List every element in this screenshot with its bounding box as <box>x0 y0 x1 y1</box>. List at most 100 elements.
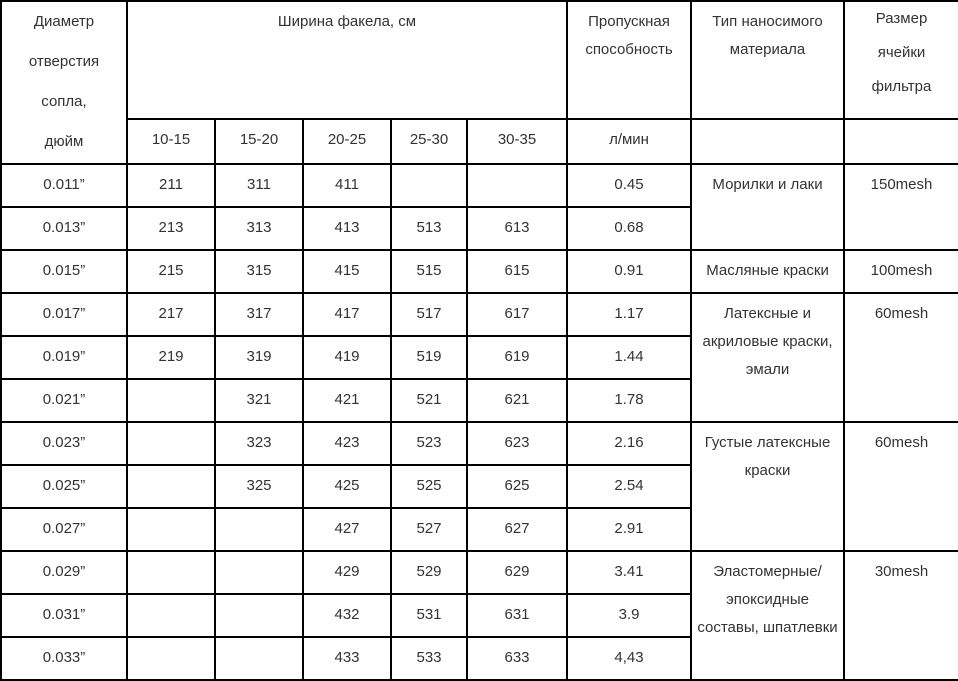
diameter-cell: 0.031” <box>0 593 128 638</box>
header-text: Размер <box>875 10 928 27</box>
table-row: 0.011” 211 311 411 0.45 Морилки и лаки 150mesh <box>0 163 958 251</box>
width-cell: 613 <box>465 206 569 251</box>
table-row: 0.023” 323 423 523 623 2.16 Густые латексные кр… <box>0 421 958 552</box>
material-cell: Эластомерные/эпоксидные составы, шпатлевк… <box>690 550 846 681</box>
material-cell: Масляные краски <box>690 249 846 294</box>
filter-cell: 150mesh <box>843 163 958 251</box>
width-cell: 517 <box>390 292 468 337</box>
header-row: Диаметр отверстия сопла, дюйм Ширина фак… <box>0 0 958 165</box>
table-row: 0.021” 321 421 521 621 1.78 <box>0 378 958 423</box>
header-text: дюйм <box>44 133 84 150</box>
throughput-cell: 2.16 <box>566 421 693 466</box>
width-cell: 321 <box>214 378 304 423</box>
width-cell: 219 <box>126 335 216 380</box>
throughput-cell: 1.44 <box>566 335 693 380</box>
empty-cell <box>843 118 958 165</box>
diameter-cell: 0.025” <box>0 464 128 509</box>
width-cell: 211 <box>126 163 216 208</box>
filter-cell: 30mesh <box>843 550 958 681</box>
table-row: 0.031” 432 531 631 3.9 <box>0 593 958 638</box>
width-cell: 411 <box>302 163 392 208</box>
material-cell: Густые латексные краски <box>690 421 846 552</box>
header-diameter: Диаметр отверстия сопла, дюйм <box>0 0 128 165</box>
empty-cell <box>690 118 846 165</box>
width-cell <box>126 550 216 595</box>
throughput-cell: 1.78 <box>566 378 693 423</box>
table-row: 0.015” 215 315 415 515 615 0.91 Масляные краски… <box>0 249 958 294</box>
width-range: 15-20 <box>214 118 304 165</box>
width-cell: 627 <box>465 507 569 552</box>
material-text: Масляные краски <box>706 262 829 279</box>
material-text: эпоксидные <box>726 591 809 608</box>
throughput-cell: 2.91 <box>566 507 693 552</box>
width-cell: 513 <box>390 206 468 251</box>
width-cell: 433 <box>302 636 392 681</box>
width-cell: 633 <box>465 636 569 681</box>
throughput-cell: 0.91 <box>566 249 693 294</box>
throughput-cell: 3.9 <box>566 593 693 638</box>
width-cell: 421 <box>302 378 392 423</box>
throughput-unit: л/мин <box>566 118 693 165</box>
diameter-cell: 0.015” <box>0 249 128 294</box>
diameter-cell: 0.021” <box>0 378 128 423</box>
header-material: Тип наносимого материала <box>690 0 846 120</box>
width-cell: 215 <box>126 249 216 294</box>
material-text: эмали <box>745 361 790 378</box>
width-cell: 619 <box>465 335 569 380</box>
throughput-cell: 4,43 <box>566 636 693 681</box>
header-text: ячейки <box>877 44 926 61</box>
width-cell <box>390 163 468 208</box>
header-text: материала <box>729 41 806 58</box>
width-cell: 527 <box>390 507 468 552</box>
width-cell: 311 <box>214 163 304 208</box>
diameter-cell: 0.029” <box>0 550 128 595</box>
header-text: Пропускная <box>588 13 670 30</box>
material-text: краски <box>744 462 791 479</box>
width-cell: 515 <box>390 249 468 294</box>
width-cell: 529 <box>390 550 468 595</box>
diameter-cell: 0.011” <box>0 163 128 208</box>
table-row: 0.019” 219 319 419 519 619 1.44 <box>0 335 958 380</box>
filter-cell: 100mesh <box>843 249 958 294</box>
width-cell: 423 <box>302 421 392 466</box>
width-cell: 419 <box>302 335 392 380</box>
width-cell: 615 <box>465 249 569 294</box>
header-text: способность <box>585 41 673 58</box>
header-text: сопла, <box>41 93 87 110</box>
width-cell: 621 <box>465 378 569 423</box>
material-cell: Латексные и акриловые краски, эмали <box>690 292 846 423</box>
width-cell: 315 <box>214 249 304 294</box>
subheader-row: 10-15 15-20 20-25 25-30 30-35 л/мин <box>1 118 958 165</box>
diameter-cell: 0.033” <box>0 636 128 681</box>
width-cell: 525 <box>390 464 468 509</box>
width-cell: 217 <box>126 292 216 337</box>
table-row: 0.025” 325 425 525 625 2.54 <box>0 464 958 509</box>
diameter-cell: 0.027” <box>0 507 128 552</box>
diameter-cell: 0.017” <box>0 292 128 337</box>
width-cell: 625 <box>465 464 569 509</box>
width-cell: 617 <box>465 292 569 337</box>
width-range: 10-15 <box>126 118 216 165</box>
width-cell <box>214 550 304 595</box>
width-range: 30-35 <box>465 118 569 165</box>
header-width: Ширина факела, см <box>125 0 569 120</box>
width-cell: 629 <box>465 550 569 595</box>
header-text: Диаметр <box>33 13 95 30</box>
width-cell <box>126 507 216 552</box>
width-range: 20-25 <box>302 118 392 165</box>
header-text: фильтра <box>871 78 932 95</box>
width-cell: 429 <box>302 550 392 595</box>
width-cell <box>126 378 216 423</box>
width-cell: 325 <box>214 464 304 509</box>
diameter-cell: 0.019” <box>0 335 128 380</box>
width-cell: 425 <box>302 464 392 509</box>
throughput-cell: 2.54 <box>566 464 693 509</box>
filter-cell: 60mesh <box>843 292 958 423</box>
throughput-cell: 0.68 <box>566 206 693 251</box>
throughput-cell: 3.41 <box>566 550 693 595</box>
width-cell <box>126 636 216 681</box>
width-cell: 323 <box>214 421 304 466</box>
width-cell <box>214 507 304 552</box>
material-text: Густые латексные <box>704 434 831 451</box>
